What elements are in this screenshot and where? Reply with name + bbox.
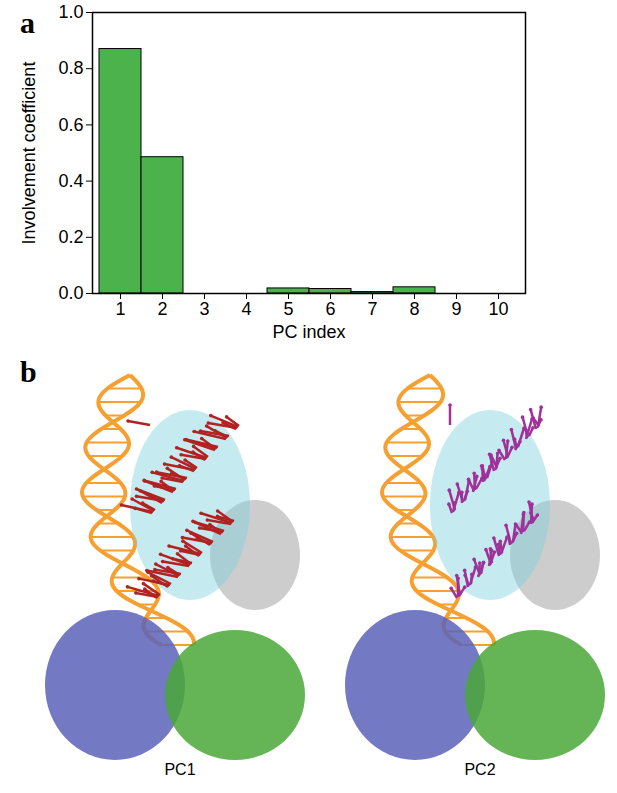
- svg-text:0.0: 0.0: [58, 283, 83, 303]
- svg-text:1: 1: [115, 299, 125, 319]
- svg-text:0.4: 0.4: [58, 171, 83, 191]
- svg-text:0.6: 0.6: [58, 115, 83, 135]
- svg-text:PC index: PC index: [272, 322, 345, 342]
- svg-text:4: 4: [241, 299, 251, 319]
- html-text:b: b: [20, 355, 37, 388]
- svg-text:3: 3: [199, 299, 209, 319]
- svg-text:PC1: PC1: [164, 761, 195, 778]
- svg-text:0.2: 0.2: [58, 227, 83, 247]
- html-text:a: a: [20, 6, 35, 39]
- svg-text:5: 5: [283, 299, 293, 319]
- svg-text:PC2: PC2: [464, 761, 495, 778]
- svg-text:7: 7: [367, 299, 377, 319]
- svg-text:9: 9: [451, 299, 461, 319]
- svg-text:Involvement coefficient: Involvement coefficient: [19, 62, 39, 245]
- svg-text:10: 10: [488, 299, 508, 319]
- svg-text:1.0: 1.0: [58, 2, 83, 22]
- svg-text:0.8: 0.8: [58, 58, 83, 78]
- svg-text:2: 2: [157, 299, 167, 319]
- svg-text:6: 6: [325, 299, 335, 319]
- svg-text:8: 8: [409, 299, 419, 319]
